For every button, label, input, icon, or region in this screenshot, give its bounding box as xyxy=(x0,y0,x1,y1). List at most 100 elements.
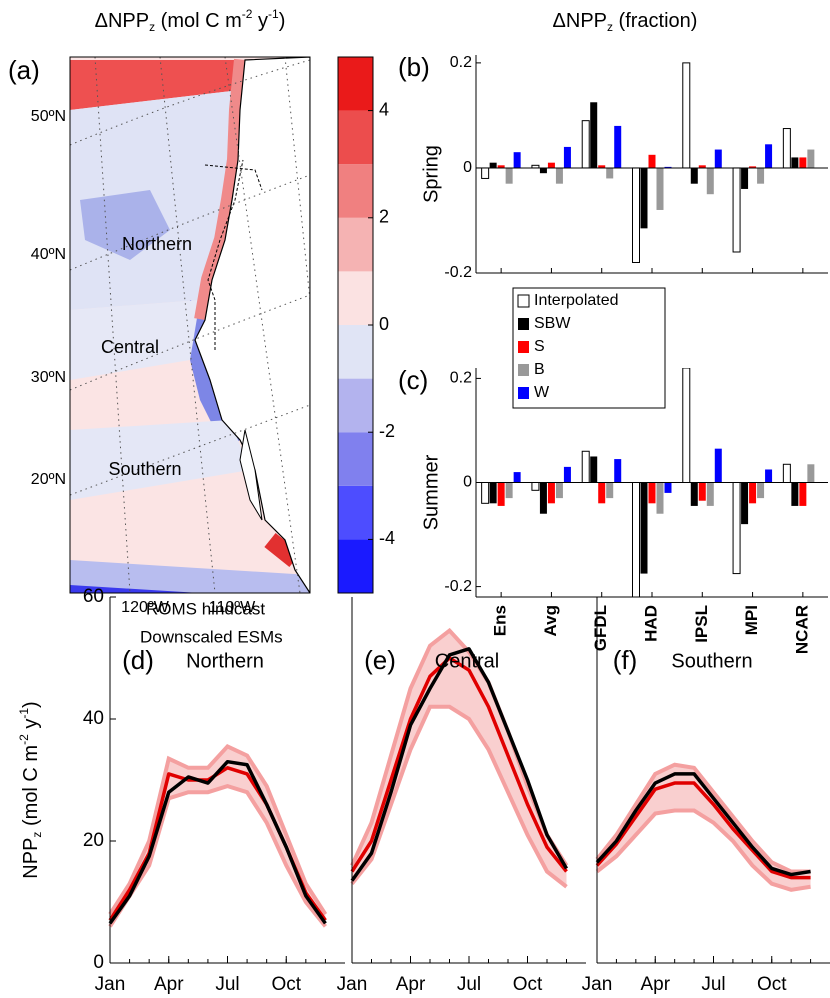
bar xyxy=(664,482,672,493)
y-label: Summer xyxy=(420,454,442,530)
bar xyxy=(581,450,590,484)
bar xyxy=(749,482,757,504)
lat-label: 30ºN xyxy=(31,369,66,386)
y-tick-label: -0.2 xyxy=(444,578,472,595)
baja xyxy=(239,429,263,521)
label-sub: z xyxy=(30,832,44,838)
x-tick-label: IPSL xyxy=(692,605,711,643)
panel-label: (f) xyxy=(613,645,638,675)
bar xyxy=(706,482,714,506)
bar xyxy=(807,149,815,168)
bar xyxy=(807,464,815,483)
colorbar-tick-label: 0 xyxy=(379,314,389,334)
x-tick-label: Jan xyxy=(582,974,613,995)
bar xyxy=(664,166,672,168)
bar xyxy=(547,482,555,504)
line-ylabel: NPPz (mol C m-2 y-1) xyxy=(17,701,44,878)
legend-label: SBW xyxy=(534,315,571,332)
x-tick-label: Jul xyxy=(701,974,725,995)
graticule xyxy=(70,57,310,593)
colorbar-step xyxy=(338,485,373,540)
bar xyxy=(765,469,773,483)
x-tick-label: Oct xyxy=(513,974,543,995)
bar xyxy=(513,152,521,168)
bar xyxy=(563,146,571,168)
y-tick-label: 0 xyxy=(93,952,104,973)
x-tick-label: Jul xyxy=(457,974,481,995)
title-part: ΔNPP xyxy=(553,10,607,32)
title-sup: -2 xyxy=(242,7,253,21)
map-cool-area xyxy=(70,300,200,380)
bar xyxy=(598,165,606,168)
lat-label: 40ºN xyxy=(31,246,66,263)
map-cool-area xyxy=(70,420,250,500)
region-boundary xyxy=(204,159,263,350)
band-edge xyxy=(108,784,327,928)
title-part: (fraction) xyxy=(613,10,697,32)
colorbar-tick-label: 2 xyxy=(379,207,389,227)
x-tick-label: Jan xyxy=(337,974,368,995)
line xyxy=(350,656,568,873)
panel-title: Central xyxy=(435,650,499,672)
bar xyxy=(648,154,656,168)
band-edge xyxy=(595,762,811,874)
map-hotspot xyxy=(70,60,245,110)
y-tick-label: 60 xyxy=(83,586,104,607)
y-tick-label: 40 xyxy=(83,708,104,729)
bar xyxy=(791,157,799,168)
bar xyxy=(481,167,490,179)
bar xyxy=(749,166,757,168)
colorbar-step xyxy=(338,432,373,486)
lat-label: 20ºN xyxy=(31,471,66,488)
map-frame xyxy=(69,56,311,594)
legend-box xyxy=(512,287,666,409)
legend-label: ROMS hindcast xyxy=(146,599,265,618)
bar xyxy=(547,162,555,168)
region-label: Central xyxy=(101,337,159,357)
bar xyxy=(581,120,590,169)
bar xyxy=(656,167,664,210)
x-tick-label: Apr xyxy=(154,974,184,995)
panel-title: Northern xyxy=(186,650,264,672)
legend-swatch xyxy=(518,364,529,376)
x-tick-label: GFDL xyxy=(591,605,610,651)
x-tick-label: Oct xyxy=(757,974,787,995)
colorbar-step xyxy=(338,271,373,325)
x-tick-label: Apr xyxy=(396,974,426,995)
bar xyxy=(757,167,765,184)
bar xyxy=(531,482,540,491)
colorbar-step xyxy=(338,539,373,593)
colorbar-tick-label: -2 xyxy=(379,421,395,441)
colorbar-step xyxy=(338,378,373,433)
panel-title: Southern xyxy=(671,650,752,672)
legend-swatch xyxy=(518,318,529,330)
title-part: y xyxy=(252,10,268,32)
colorbar-step xyxy=(338,110,373,165)
bar xyxy=(782,128,791,169)
colorbar-step xyxy=(338,325,373,379)
land xyxy=(194,57,310,593)
bar xyxy=(481,482,490,504)
label-part: (mol C m xyxy=(20,745,42,832)
panel-label: (d) xyxy=(122,645,154,675)
title-part: (mol C m xyxy=(155,10,242,32)
bar xyxy=(497,165,505,168)
bar xyxy=(706,167,714,195)
line xyxy=(595,772,811,877)
y-tick-label: 0 xyxy=(463,159,472,176)
bar xyxy=(765,144,773,168)
x-tick-label: NCAR xyxy=(792,605,811,654)
legend-swatch xyxy=(518,387,529,399)
lon-label: 120ºW xyxy=(121,599,170,616)
band-edge xyxy=(350,704,568,889)
x-tick-label: Oct xyxy=(271,974,301,995)
y-tick-label: 0 xyxy=(463,474,472,491)
bar xyxy=(640,482,648,574)
colorbar-step xyxy=(338,217,373,272)
bar xyxy=(782,463,791,483)
bar xyxy=(732,482,741,575)
bar xyxy=(698,482,706,501)
bar xyxy=(632,167,640,263)
bar xyxy=(505,482,513,499)
